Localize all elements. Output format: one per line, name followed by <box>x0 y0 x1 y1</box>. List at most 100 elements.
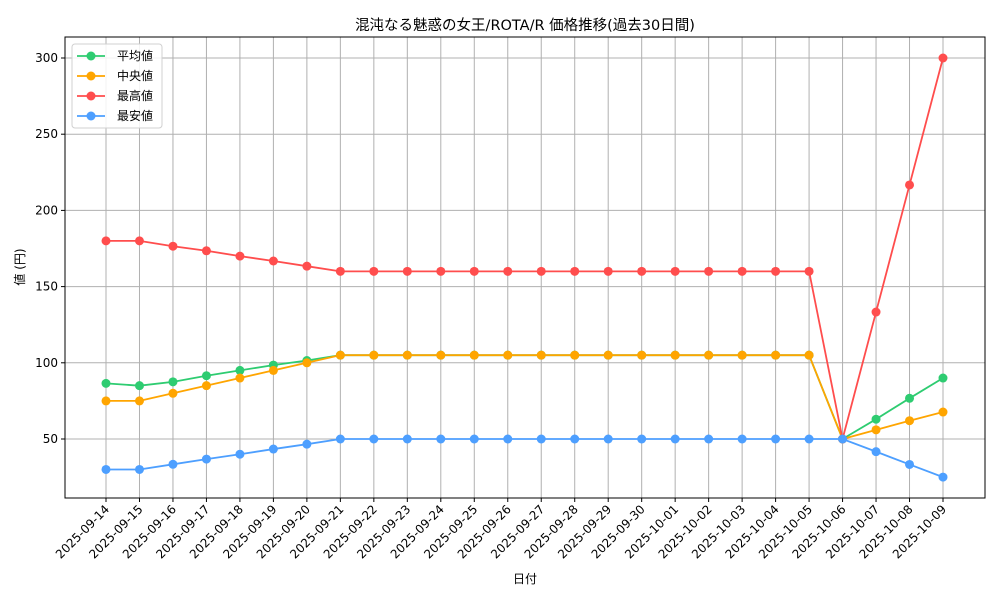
data-point <box>905 180 915 190</box>
data-point <box>637 350 647 360</box>
y-tick-label: 200 <box>35 203 58 217</box>
data-point <box>938 407 948 417</box>
data-point <box>101 464 111 474</box>
data-point <box>436 266 446 276</box>
data-point <box>469 350 479 360</box>
data-point <box>570 350 580 360</box>
legend-item: 中央値 <box>77 68 153 83</box>
data-point <box>402 434 412 444</box>
data-point <box>335 350 345 360</box>
data-series <box>101 53 948 482</box>
data-point <box>469 266 479 276</box>
data-point <box>905 416 915 426</box>
data-point <box>101 236 111 246</box>
data-point <box>871 414 881 424</box>
data-point <box>704 350 714 360</box>
data-point <box>938 472 948 482</box>
data-point <box>134 381 144 391</box>
data-point <box>369 350 379 360</box>
plot-area-frame <box>64 36 986 499</box>
y-axis-label: 値 (円) <box>12 248 27 285</box>
data-point <box>201 381 211 391</box>
chart-title: 混沌なる魅惑の女王/ROTA/R 価格推移(過去30日間) <box>355 16 695 34</box>
data-point <box>134 236 144 246</box>
data-point <box>603 350 613 360</box>
legend-item: 最高値 <box>77 88 153 103</box>
legend-item: 平均値 <box>77 48 153 63</box>
series-3 <box>101 434 948 482</box>
data-point <box>871 307 881 317</box>
y-tick-label: 250 <box>35 127 58 141</box>
data-point <box>302 358 312 368</box>
series-line <box>105 354 944 441</box>
legend-box <box>71 43 163 129</box>
data-point <box>737 350 747 360</box>
data-point <box>670 266 680 276</box>
data-point <box>804 434 814 444</box>
data-point <box>402 266 412 276</box>
data-point <box>871 425 881 435</box>
legend-marker-icon <box>86 51 96 61</box>
legend-label: 平均値 <box>117 48 153 63</box>
data-point <box>771 434 781 444</box>
legend-label: 最高値 <box>117 88 153 103</box>
data-point <box>503 434 513 444</box>
data-point <box>268 256 278 266</box>
data-point <box>704 434 714 444</box>
data-point <box>771 266 781 276</box>
data-point <box>704 266 714 276</box>
data-point <box>737 434 747 444</box>
data-point <box>168 388 178 398</box>
data-point <box>637 434 647 444</box>
data-point <box>369 434 379 444</box>
data-point <box>168 459 178 469</box>
data-point <box>335 434 345 444</box>
series-1 <box>101 350 948 444</box>
legend-marker-icon <box>86 91 96 101</box>
legend-label: 最安値 <box>117 108 153 123</box>
data-point <box>570 266 580 276</box>
data-point <box>536 350 546 360</box>
data-point <box>670 434 680 444</box>
data-point <box>436 434 446 444</box>
y-tick-label: 100 <box>35 356 58 370</box>
data-point <box>838 434 848 444</box>
data-point <box>536 266 546 276</box>
legend-item: 最安値 <box>77 108 153 123</box>
series-line <box>106 438 944 478</box>
data-point <box>637 266 647 276</box>
legend-marker-icon <box>86 111 96 121</box>
series-line <box>106 354 944 441</box>
data-point <box>603 266 613 276</box>
y-tick-label: 300 <box>35 51 58 65</box>
data-point <box>503 350 513 360</box>
data-point <box>938 53 948 63</box>
data-point <box>670 350 680 360</box>
data-point <box>201 371 211 381</box>
data-point <box>871 447 881 457</box>
grid-lines <box>65 37 985 498</box>
data-point <box>536 434 546 444</box>
data-point <box>268 365 278 375</box>
data-point <box>168 377 178 387</box>
data-point <box>201 246 211 256</box>
data-point <box>168 241 178 251</box>
legend-marker-icon <box>86 71 96 81</box>
data-point <box>134 396 144 406</box>
data-point <box>402 350 412 360</box>
data-point <box>235 365 245 375</box>
series-line <box>106 57 944 440</box>
x-axis: 2025-09-142025-09-152025-09-162025-09-17… <box>53 498 949 561</box>
y-axis: 50 100 150 200 250 300 <box>35 51 65 446</box>
data-point <box>503 266 513 276</box>
data-point <box>235 251 245 261</box>
data-point <box>469 434 479 444</box>
data-point <box>302 261 312 271</box>
data-point <box>201 454 211 464</box>
series-0 <box>101 350 948 444</box>
data-point <box>905 459 915 469</box>
data-point <box>905 393 915 403</box>
